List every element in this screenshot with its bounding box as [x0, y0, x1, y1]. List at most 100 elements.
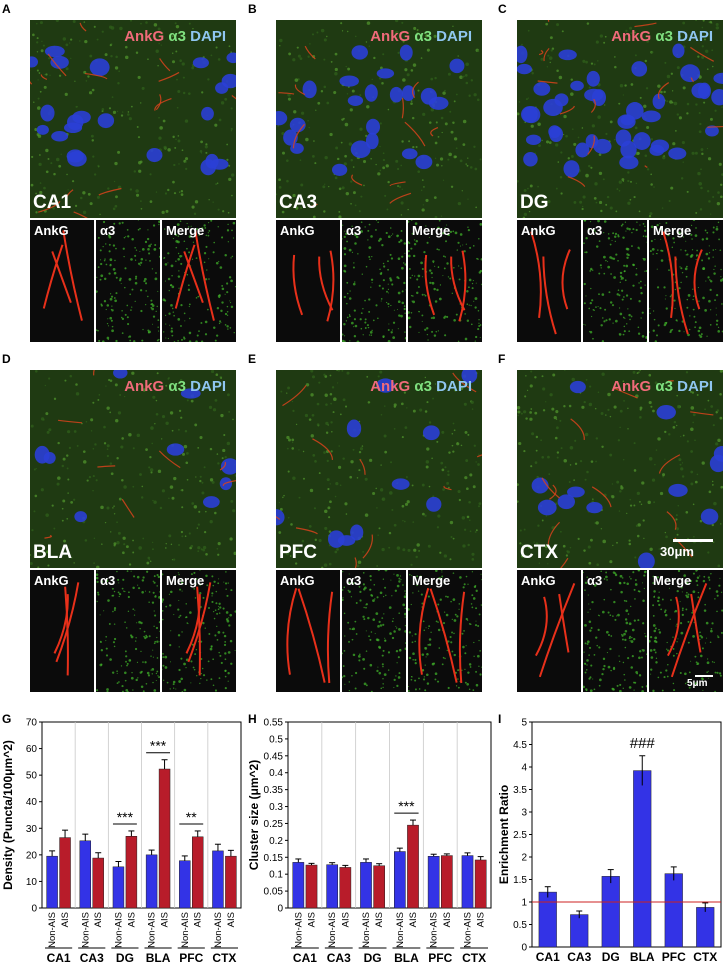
y-tick-label: 0.5 [513, 920, 527, 931]
inset-ankg: AnkG [30, 570, 96, 692]
inset-label-merge: Merge [653, 223, 691, 238]
panel-letter-b: B [248, 2, 257, 16]
y-tick-label: 0.05 [264, 887, 284, 898]
group-label: DG [364, 951, 382, 965]
y-tick-label: 0.1 [269, 870, 283, 881]
group-label: BLA [146, 951, 171, 965]
inset-label-a3: α3 [346, 573, 361, 588]
y-tick-label: 20 [26, 850, 38, 861]
scale-bar-inset-label: 5μm [687, 678, 708, 689]
main-image [276, 370, 482, 568]
inset-label-ankg: AnkG [280, 223, 315, 238]
y-tick-label: 10 [26, 877, 38, 888]
inset-a3: α3 [583, 570, 649, 692]
plot-frame [532, 722, 721, 947]
inset-label-a3: α3 [100, 223, 115, 238]
bar-label: Non-AIS [361, 912, 372, 948]
category-label: CTX [693, 950, 717, 964]
significance-label: ### [630, 735, 656, 752]
panel-letter-c: C [498, 2, 507, 16]
bar [327, 865, 338, 908]
significance-label: *** [117, 809, 134, 825]
scale-bar-main-label: 30μm [660, 544, 694, 559]
bar [475, 860, 486, 908]
bar-label: Non-AIS [429, 912, 440, 948]
panel-letter-a: A [2, 2, 11, 16]
group-label: CA3 [327, 951, 351, 965]
bar [633, 771, 651, 947]
y-tick-label: 0.15 [264, 853, 284, 864]
bar [407, 825, 418, 908]
y-axis-label: Cluster size (μm^2) [247, 760, 261, 870]
inset-a3: α3 [96, 570, 162, 692]
bar-label: Non-AIS [80, 912, 91, 948]
group-label: CA3 [80, 951, 104, 965]
inset-label-ankg: AnkG [34, 223, 69, 238]
y-tick-label: 0.45 [264, 751, 284, 762]
bar-label: AIS [408, 912, 419, 927]
group-label: CTX [462, 951, 486, 965]
panel-letter-d: D [2, 352, 11, 366]
bar-label: Non-AIS [113, 912, 124, 948]
bar [146, 855, 157, 908]
y-tick-label: 0.55 [264, 718, 284, 729]
panel-letter-f: F [498, 352, 505, 366]
bar-label: AIS [340, 912, 351, 927]
y-tick-label: 4 [521, 763, 527, 774]
y-tick-label: 0 [277, 904, 283, 915]
category-label: CA1 [536, 950, 560, 964]
bar-label: Non-AIS [463, 912, 474, 948]
inset-label-merge: Merge [653, 573, 691, 588]
y-axis-label: Density (Puncta/100μm^2) [1, 740, 15, 890]
inset-ankg: AnkG [517, 220, 583, 342]
bar-label: Non-AIS [327, 912, 338, 948]
y-tick-label: 1 [521, 898, 527, 909]
y-tick-label: 50 [26, 771, 38, 782]
bar-label: AIS [442, 912, 453, 927]
inset-ankg: AnkG [276, 570, 342, 692]
bar-label: Non-AIS [47, 912, 58, 948]
bar [306, 865, 317, 908]
inset-label-a3: α3 [587, 573, 602, 588]
region-label: CTX [520, 542, 558, 564]
y-tick-label: 3 [521, 808, 527, 819]
inset-ankg: AnkG [30, 220, 96, 342]
inset-merge: Merge [649, 570, 723, 692]
bar-label: Non-AIS [293, 912, 304, 948]
scale-bar-inset [695, 675, 713, 677]
group-label: PFC [428, 951, 452, 965]
bar [80, 841, 91, 908]
y-tick-label: 1.5 [513, 875, 527, 886]
inset-a3: α3 [342, 570, 408, 692]
group-label: PFC [179, 951, 203, 965]
inset-label-merge: Merge [166, 223, 204, 238]
bar [340, 867, 351, 908]
y-tick-label: 0 [31, 904, 37, 915]
bar [441, 856, 452, 908]
bar [60, 838, 71, 908]
bar [570, 915, 588, 947]
chart-svg: Enrichment Ratio00.511.522.533.544.55CA1… [496, 712, 726, 972]
y-tick-label: 0.35 [264, 785, 284, 796]
panel-letter-e: E [248, 352, 256, 366]
bar-label: Non-AIS [180, 912, 191, 948]
bar-label: AIS [476, 912, 487, 927]
bar [225, 856, 236, 908]
main-image [276, 20, 482, 218]
region-label: BLA [33, 542, 72, 564]
bar-label: AIS [60, 912, 71, 927]
group-label: BLA [394, 951, 419, 965]
inset-merge: Merge [162, 220, 236, 342]
bar [602, 876, 620, 947]
y-tick-label: 0.5 [269, 734, 283, 745]
bar [47, 856, 58, 908]
inset-row: AnkG α3 Merge [30, 220, 236, 342]
